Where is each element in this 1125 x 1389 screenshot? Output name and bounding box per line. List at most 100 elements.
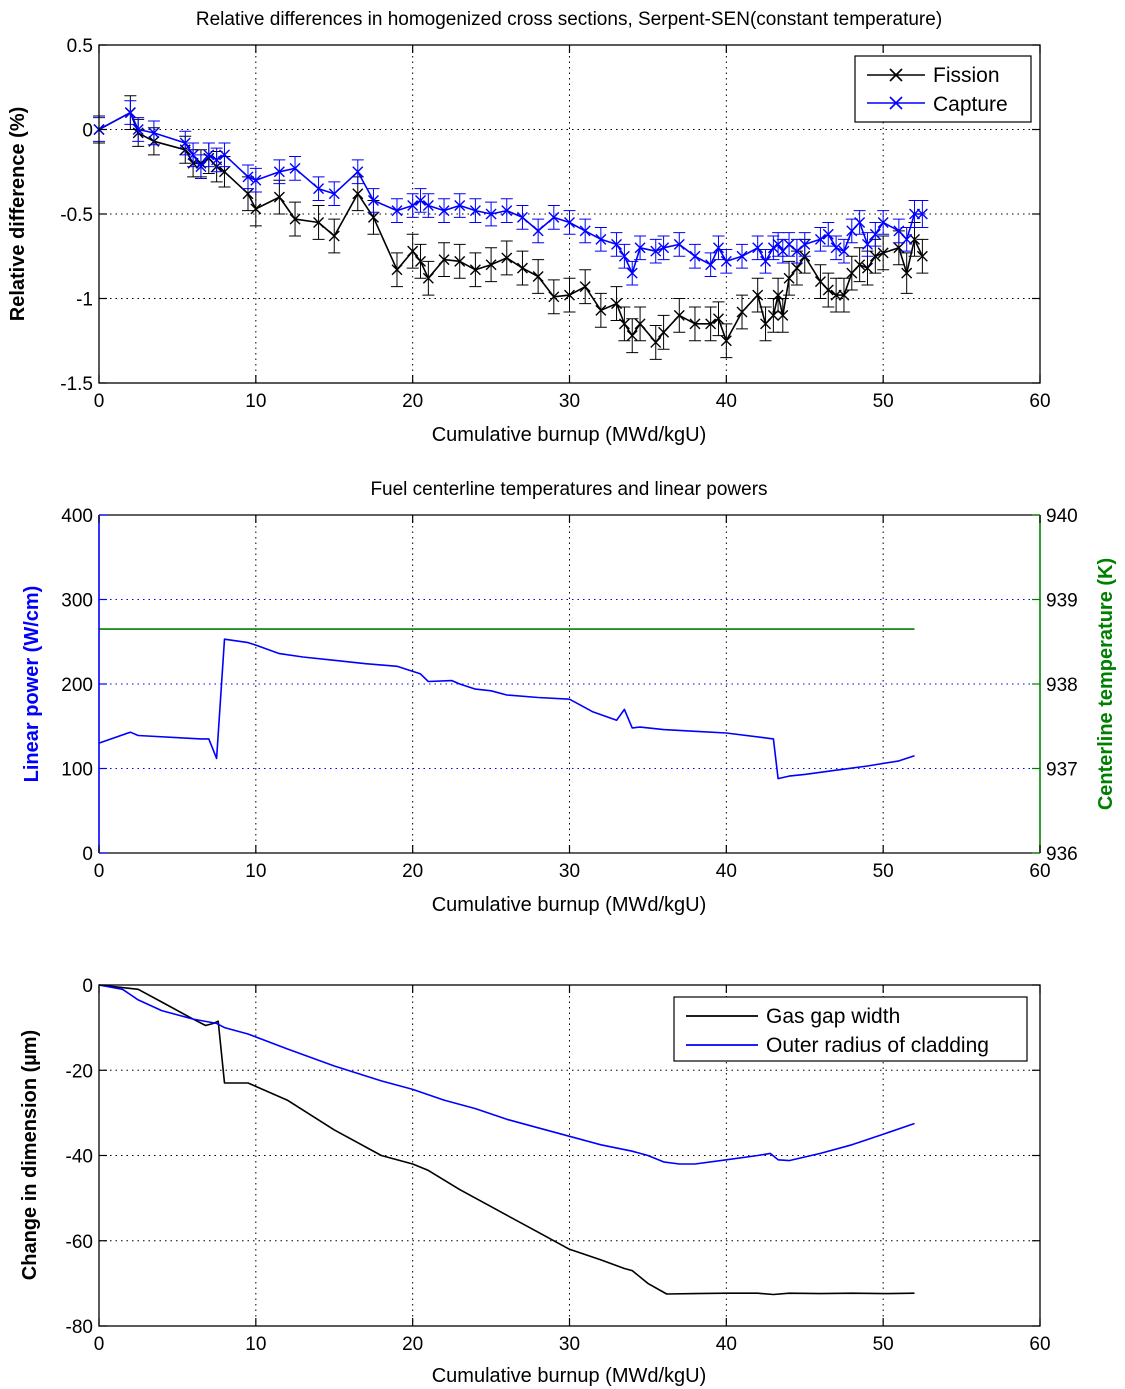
chart1-plot-area (93, 95, 929, 360)
x-tick-label: 30 (559, 1334, 580, 1355)
series-capture-point (611, 238, 623, 250)
chart1-legend-box (854, 55, 1032, 123)
series-capture-point (352, 166, 364, 178)
legend-item-outer-radius: Outer radius of cladding (686, 1034, 989, 1057)
series-line-1-line (98, 638, 915, 780)
chart2-title: Fuel centerline temperatures and linear … (370, 479, 767, 500)
series-capture-point (752, 242, 764, 254)
legend-label-capture: Capture (933, 93, 1008, 116)
series-capture-point (877, 216, 889, 228)
y-right-tick-label: 940 (1046, 506, 1078, 527)
series-capture-point (838, 245, 850, 257)
x-tick-label: 10 (245, 391, 266, 412)
chart2-plot-area (98, 628, 915, 780)
legend-marker-capture (889, 96, 903, 110)
chart2-x-ticks: 0 10 20 30 40 50 60 (94, 515, 1051, 882)
series-fission-point (689, 318, 701, 330)
y-tick-label: -20 (66, 1061, 93, 1082)
series-fission-point (579, 281, 591, 293)
series-capture-point (767, 242, 779, 254)
series-fission-point (242, 188, 254, 200)
series-fission-point (218, 166, 230, 178)
series-fission-point (634, 318, 646, 330)
x-tick-label: 60 (1029, 1334, 1050, 1355)
series-fission-point (422, 272, 434, 284)
x-tick-label: 50 (873, 1334, 894, 1355)
series-capture-point (187, 149, 199, 161)
chart3-legend: Gas gap width Outer radius of cladding (673, 996, 1028, 1062)
series-fission-point (352, 188, 364, 200)
y-tick-label: 0 (82, 844, 93, 865)
x-tick-label: 50 (873, 861, 894, 882)
series-capture-point (720, 255, 732, 267)
legend-item-capture: Capture (867, 93, 1008, 116)
series-capture-point (673, 238, 685, 250)
series-fission-point (501, 252, 513, 264)
series-capture-point (516, 211, 528, 223)
series-capture-point (415, 194, 427, 206)
series-fission-point (273, 191, 285, 203)
legend-item-gas-gap-width: Gas gap width (686, 1005, 900, 1028)
chart3-y-axis-label: Change in dimension (µm) (19, 1030, 41, 1280)
series-capture-point (289, 162, 301, 174)
y-tick-label: 0 (82, 121, 93, 142)
series-fission-point (869, 250, 881, 262)
chart3-grid (99, 985, 1040, 1326)
series-capture-point (211, 154, 223, 166)
x-tick-label: 0 (94, 1334, 105, 1355)
series-capture-point (595, 233, 607, 245)
y-tick-label: 100 (61, 760, 93, 781)
series-fission-point (877, 247, 889, 259)
series-fission-point (618, 318, 630, 330)
series-fission-point (767, 309, 779, 321)
series-capture-point (564, 216, 575, 228)
series-capture-point (772, 238, 784, 250)
chart1-x-ticks: 0 10 20 30 40 50 60 (94, 45, 1051, 412)
y-tick-label: 300 (61, 591, 93, 612)
series-fission-point (712, 313, 724, 325)
chart1-y-ticks: -1.5 -1 -0.5 0 0.5 (60, 36, 1040, 395)
series-capture-point (783, 238, 795, 250)
series-capture-point (579, 225, 591, 237)
y-tick-label: -1 (76, 290, 93, 311)
series-capture-point (634, 242, 646, 254)
series-fission-point (438, 254, 450, 266)
series-fission-point (485, 259, 497, 271)
series-fission-point (838, 289, 850, 301)
chart3-y-ticks: -80 -60 -40 -20 0 (66, 976, 1040, 1338)
series-capture-point (736, 250, 748, 262)
series-fission-point (736, 306, 748, 318)
series-capture-point (830, 242, 842, 254)
y-right-tick-label: 936 (1046, 844, 1078, 865)
series-fission-point (626, 330, 638, 342)
series-capture-point (485, 208, 497, 220)
series-fission-point (673, 309, 685, 321)
series-fission-point (777, 309, 789, 321)
series-fission-point (289, 213, 301, 225)
chart3-x-ticks: 0 10 20 30 40 50 60 (94, 985, 1051, 1355)
series-fission-point (564, 289, 575, 301)
legend-item-fission: Fission (867, 64, 1000, 87)
legend-label-fission: Fission (933, 64, 1000, 87)
series-fission-point (752, 289, 764, 301)
series-capture-point (501, 205, 513, 217)
chart3-plot-area (98, 984, 915, 1296)
series-capture-point (618, 250, 630, 262)
chart2-left-y-axis-label: Linear power (W/cm) (21, 586, 43, 783)
series-fission-point (916, 250, 928, 262)
series-fission-point (901, 267, 913, 279)
series-outer-radius-of-cladding-line (98, 984, 915, 1165)
series-fission-point (650, 336, 662, 348)
y-tick-label: 0 (82, 976, 93, 997)
series-line-1 (98, 638, 915, 780)
chart1-title: Relative differences in homogenized cros… (196, 9, 942, 30)
legend-marker-fission (889, 68, 903, 82)
series-capture-point (854, 216, 866, 228)
x-tick-label: 40 (716, 1334, 737, 1355)
series-fission-point (516, 262, 528, 274)
chart1-y-axis-label: Relative difference (%) (7, 107, 29, 322)
series-capture-point (814, 233, 826, 245)
series-fission-point (595, 304, 607, 316)
